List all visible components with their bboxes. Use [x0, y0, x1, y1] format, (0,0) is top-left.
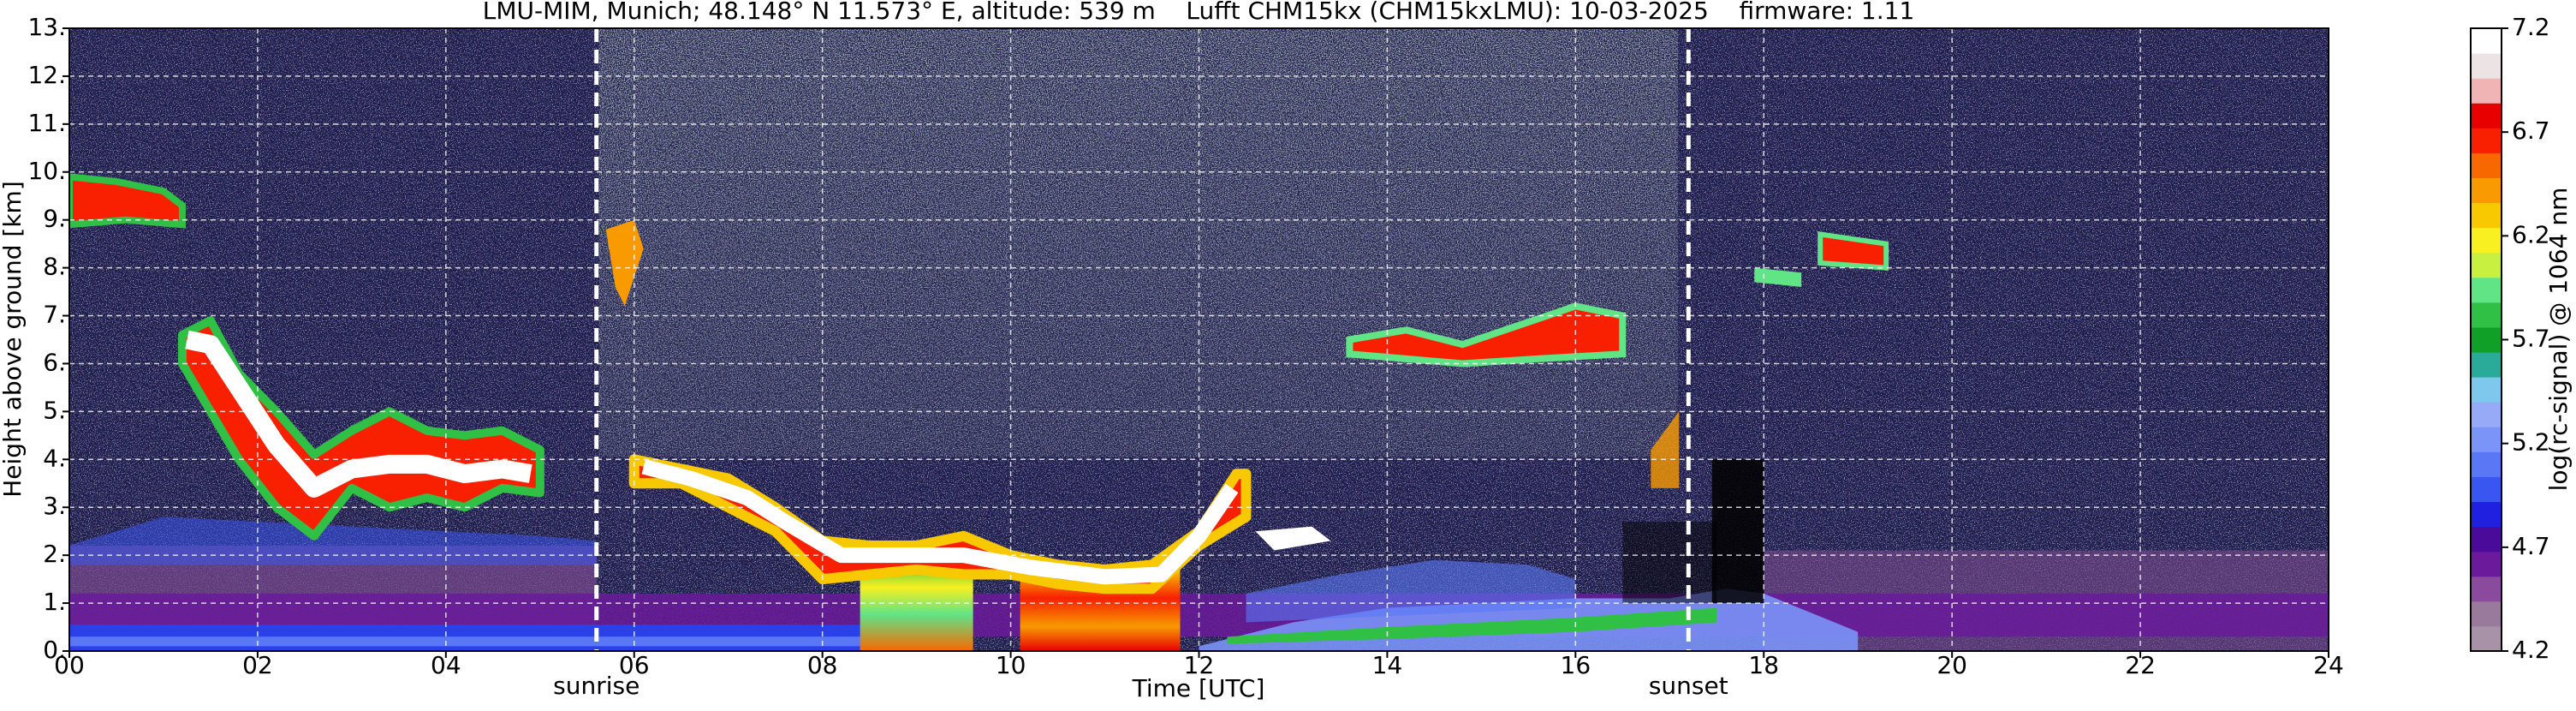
colorbar-swatch: [2471, 625, 2502, 652]
y-tick-label: 4.: [43, 444, 66, 472]
markers: sunrise sunset: [553, 28, 1728, 700]
colorbar-swatch: [2471, 576, 2502, 602]
axes: 00 02 04 06 08 10 12 14 16 18 20 22 24 0. 1. 2. 3. 4. 5. 6.…: [27, 13, 2343, 679]
colorbar-swatch: [2471, 28, 2502, 54]
colorbar-swatch: [2471, 352, 2502, 378]
x-tick-label: 24: [2313, 651, 2344, 679]
colorbar-swatch: [2471, 177, 2502, 204]
x-tick-label: 18: [1748, 651, 1779, 679]
colorbar-tick-label: 4.7: [2512, 532, 2550, 560]
colorbar-swatch: [2471, 152, 2502, 178]
colorbar-swatch: [2471, 326, 2502, 353]
x-tick-label: 00: [54, 651, 85, 679]
colorbar-swatch: [2471, 526, 2502, 553]
y-tick-label: 1.: [43, 588, 66, 616]
colorbar-tick-label: 4.2: [2512, 636, 2550, 664]
colorbar-swatch: [2471, 252, 2502, 278]
x-tick-label: 22: [2125, 651, 2156, 679]
y-tick-label: 13.: [27, 13, 66, 41]
colorbar-swatch: [2471, 377, 2502, 403]
event-label: sunrise: [553, 672, 640, 700]
event-label: sunset: [1649, 672, 1728, 700]
y-tick-label: 0.: [43, 636, 66, 664]
colorbar-tick-label: 7.2: [2512, 13, 2550, 41]
y-tick-label: 7.: [43, 301, 66, 329]
grid: [68, 27, 2329, 652]
colorbar-swatch: [2471, 302, 2502, 328]
y-tick-label: 11.: [27, 109, 66, 137]
x-axis-label: Time [UTC]: [1132, 674, 1265, 702]
colorbar-swatch: [2471, 427, 2502, 452]
y-tick-label: 6.: [43, 348, 66, 376]
x-tick-label: 02: [242, 651, 273, 679]
chart-title: LMU-MIM, Munich; 48.148° N 11.573° E, al…: [483, 0, 1915, 25]
colorbar-tick-label: 5.7: [2512, 325, 2550, 353]
colorbar-swatch: [2471, 53, 2502, 79]
y-axis-label: Height above ground [km]: [0, 181, 27, 498]
y-tick-label: 10.: [27, 157, 66, 185]
colorbar-swatch: [2471, 202, 2502, 229]
colorbar-swatch: [2471, 277, 2502, 303]
x-tick-label: 12: [1184, 651, 1215, 679]
x-tick-label: 10: [996, 651, 1026, 679]
y-tick-label: 5.: [43, 396, 66, 424]
colorbar-swatch: [2471, 600, 2502, 627]
colorbar-tick-label: 6.7: [2512, 117, 2550, 145]
x-tick-label: 04: [431, 651, 461, 679]
colorbar-swatch: [2471, 402, 2502, 427]
colorbar-swatch: [2471, 451, 2502, 477]
colorbar-tick-label: 5.2: [2512, 428, 2550, 457]
y-tick-label: 3.: [43, 492, 66, 520]
colorbar-label: log(rc-signal) @ 1064 nm: [2544, 188, 2573, 492]
x-tick-label: 14: [1372, 651, 1403, 679]
colorbar-swatch: [2471, 476, 2502, 503]
x-tick-label: 16: [1561, 651, 1591, 679]
colorbar: 4.2 4.7 5.2 5.7 6.2 6.7 7.2: [2470, 13, 2550, 664]
x-tick-label: 20: [1936, 651, 1967, 679]
colorbar-swatch: [2471, 551, 2502, 577]
colorbar-swatch: [2471, 227, 2502, 254]
y-tick-label: 9.: [43, 205, 66, 233]
colorbar-swatch: [2471, 128, 2502, 153]
y-tick-label: 8.: [43, 253, 66, 281]
x-tick-label: 08: [807, 651, 838, 679]
x-tick-label: 06: [619, 651, 650, 679]
y-tick-label: 12.: [27, 61, 66, 89]
colorbar-swatch: [2471, 501, 2502, 528]
colorbar-swatch: [2471, 78, 2502, 104]
colorbar-swatch: [2471, 103, 2502, 128]
colorbar-tick-label: 6.2: [2512, 220, 2550, 248]
y-tick-label: 2.: [43, 540, 66, 568]
